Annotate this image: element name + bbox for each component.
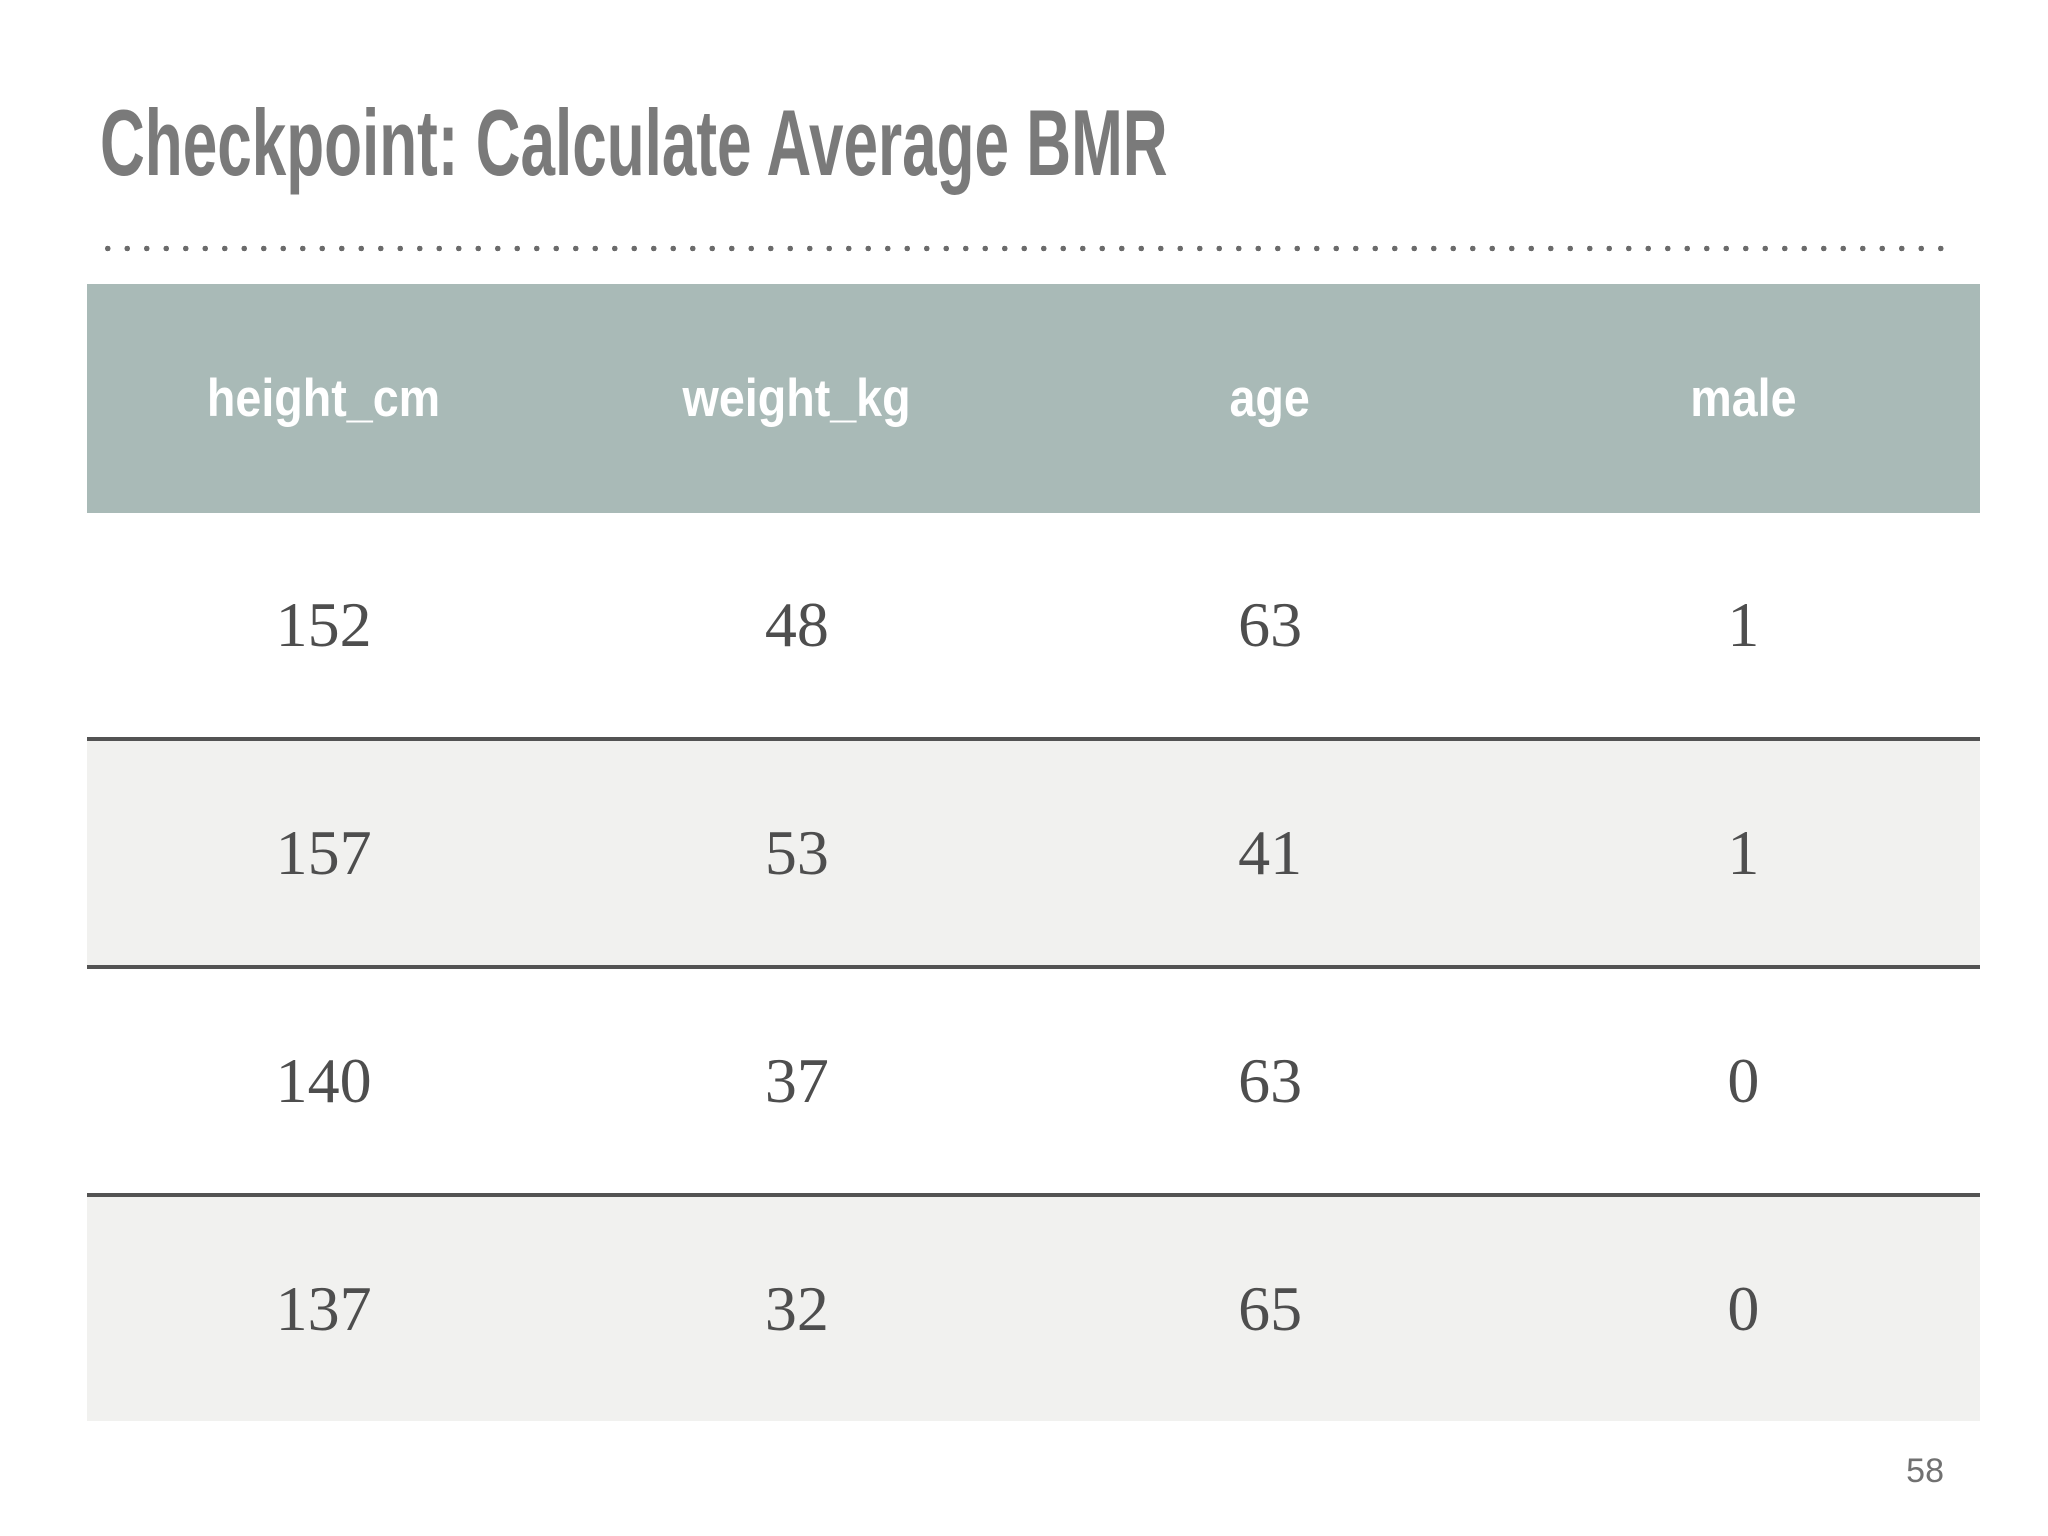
table-cell: 48 [764, 589, 829, 660]
table-cell: 140 [275, 1045, 372, 1116]
data-table: height_cm weight_kg age male 152 48 63 1… [87, 284, 1980, 1421]
table-row: 157 53 41 1 [87, 737, 1980, 965]
table-cell: 157 [275, 817, 372, 888]
table-header-row: height_cm weight_kg age male [87, 284, 1980, 513]
table-cell: 152 [275, 589, 372, 660]
table-cell: 137 [275, 1273, 372, 1344]
table-cell: 41 [1238, 817, 1303, 888]
table-row: 152 48 63 1 [87, 513, 1980, 737]
column-header-label: height_cm [206, 369, 441, 428]
column-header-height-cm: height_cm [87, 284, 560, 513]
page-title: Checkpoint: Calculate Average BMR [100, 90, 1168, 195]
table-cell: 0 [1727, 1273, 1760, 1344]
table-cell: 1 [1727, 817, 1760, 888]
table-cell: 0 [1727, 1045, 1760, 1116]
column-header-label: male [1690, 369, 1797, 428]
table-cell: 65 [1238, 1273, 1303, 1344]
table-row: 140 37 63 0 [87, 965, 1980, 1193]
table-cell: 37 [764, 1045, 829, 1116]
table-cell: 53 [764, 817, 829, 888]
page-number: 58 [1906, 1452, 1944, 1490]
column-header-age: age [1034, 284, 1507, 513]
dotted-divider [98, 244, 1952, 253]
column-header-male: male [1507, 284, 1980, 513]
column-header-label: weight_kg [682, 369, 911, 428]
table-cell: 32 [764, 1273, 829, 1344]
table-row: 137 32 65 0 [87, 1193, 1980, 1421]
column-header-label: age [1229, 369, 1311, 428]
table-cell: 1 [1727, 589, 1760, 660]
column-header-weight-kg: weight_kg [560, 284, 1033, 513]
table-cell: 63 [1238, 589, 1303, 660]
table-cell: 63 [1238, 1045, 1303, 1116]
